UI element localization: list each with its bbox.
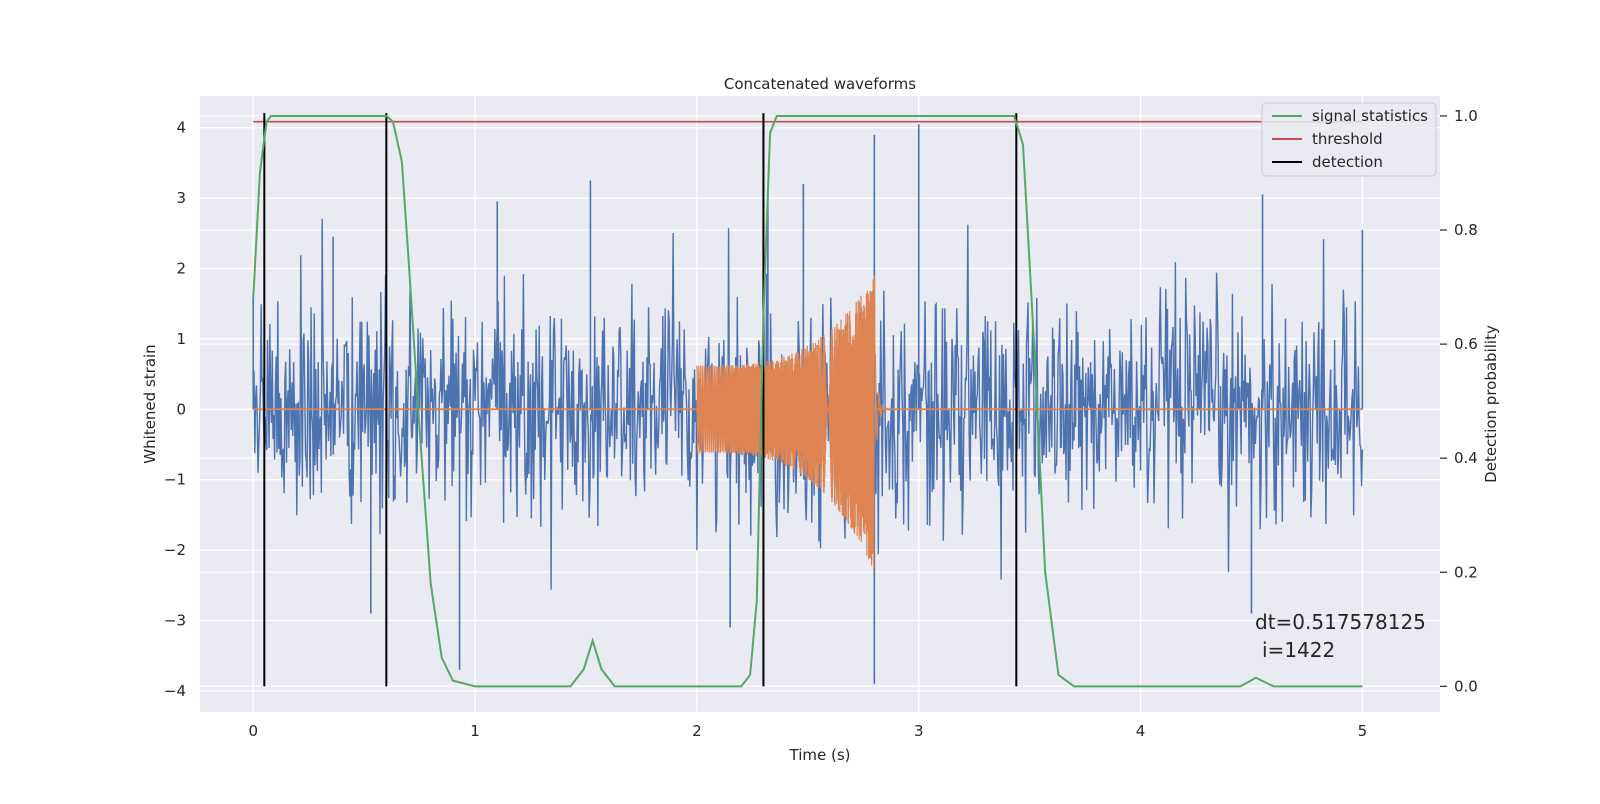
y-tick-label: −2 xyxy=(164,541,186,559)
y2-tick-label: 1.0 xyxy=(1454,107,1478,125)
x-tick-label: 0 xyxy=(248,722,258,740)
detection-series xyxy=(263,113,1018,687)
legend-signal-statistics: signal statistics xyxy=(1312,107,1428,125)
injection-line xyxy=(696,275,897,570)
signal-statistics-line xyxy=(252,114,1363,688)
x-tick-label: 2 xyxy=(692,722,702,740)
y-tick-label: −3 xyxy=(164,611,186,629)
injection-series xyxy=(253,275,1363,570)
x-tick-label: 4 xyxy=(1136,722,1146,740)
legend-detection: detection xyxy=(1312,153,1383,171)
y2-tick-label: 0.6 xyxy=(1454,335,1478,353)
legend: signal statistics threshold detection xyxy=(1261,102,1437,177)
y-tick-label: 2 xyxy=(176,259,186,277)
y2-tick-label: 0.8 xyxy=(1454,221,1478,239)
y-tick-label: −1 xyxy=(164,471,186,489)
x-tick-label: 5 xyxy=(1358,722,1368,740)
y2-tick-label: 0.0 xyxy=(1454,677,1478,695)
y2-axis-label: Detection probability xyxy=(1482,325,1500,483)
y-tick-label: −4 xyxy=(164,682,186,700)
x-tick-label: 3 xyxy=(914,722,924,740)
signal-statistics-series xyxy=(252,114,1363,688)
chart-title: Concatenated waveforms xyxy=(724,75,916,93)
y-tick-label: 4 xyxy=(176,119,186,137)
y2-tick-label: 0.4 xyxy=(1454,449,1478,467)
ticks: 0 1 2 3 4 5 −4 −3 −2 −1 0 1 2 3 4 0.0 0.2 0.4 0.6 0.8 1.0 xyxy=(164,107,1478,740)
y2-tick-label: 0.2 xyxy=(1454,563,1478,581)
x-tick-label: 1 xyxy=(470,722,480,740)
annotation-i: i=1422 xyxy=(1262,638,1335,662)
legend-threshold: threshold xyxy=(1312,130,1383,148)
x-axis-label: Time (s) xyxy=(789,746,851,764)
y-tick-label: 3 xyxy=(176,189,186,207)
y-tick-label: 0 xyxy=(176,400,186,418)
y-axis-label: Whitened strain xyxy=(141,344,159,463)
annotation-dt: dt=0.517578125 xyxy=(1255,610,1426,634)
legend-box xyxy=(1261,102,1437,177)
y-tick-label: 1 xyxy=(176,330,186,348)
